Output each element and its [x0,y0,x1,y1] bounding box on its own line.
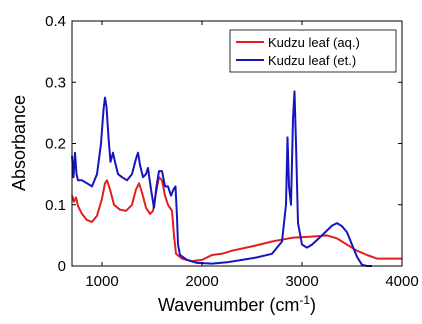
x-tick-label: 4000 [385,273,418,290]
y-axis: 0 0.1 0.2 0.3 0.4 [45,13,402,275]
x-axis: 1000 2000 3000 4000 [85,21,419,290]
series-line-1 [71,90,372,267]
y-tick-label: 0.2 [45,136,66,153]
y-tick-label: 0.1 [45,197,66,214]
x-axis-title: Wavenumber (cm-1) [158,293,316,315]
legend-label-et: Kudzu leaf (et.) [268,53,356,68]
y-axis-title: Absorbance [9,95,29,191]
x-axis-title-suffix: ) [310,295,316,315]
x-tick-label: 1000 [85,273,118,290]
series-layer [71,90,402,267]
y-tick-label: 0 [58,258,66,275]
x-tick-label: 2000 [185,273,218,290]
y-tick-label: 0.3 [45,74,66,91]
legend-box [229,29,397,73]
x-axis-title-main: Wavenumber (cm [158,295,299,315]
legend-label-aq: Kudzu leaf (aq.) [268,35,360,50]
x-tick-label: 3000 [285,273,318,290]
y-tick-label: 0.4 [45,13,66,30]
series-line-0 [71,176,402,263]
x-axis-title-superscript: -1 [299,293,310,307]
legend: Kudzu leaf (aq.) Kudzu leaf (et.) [229,29,397,73]
